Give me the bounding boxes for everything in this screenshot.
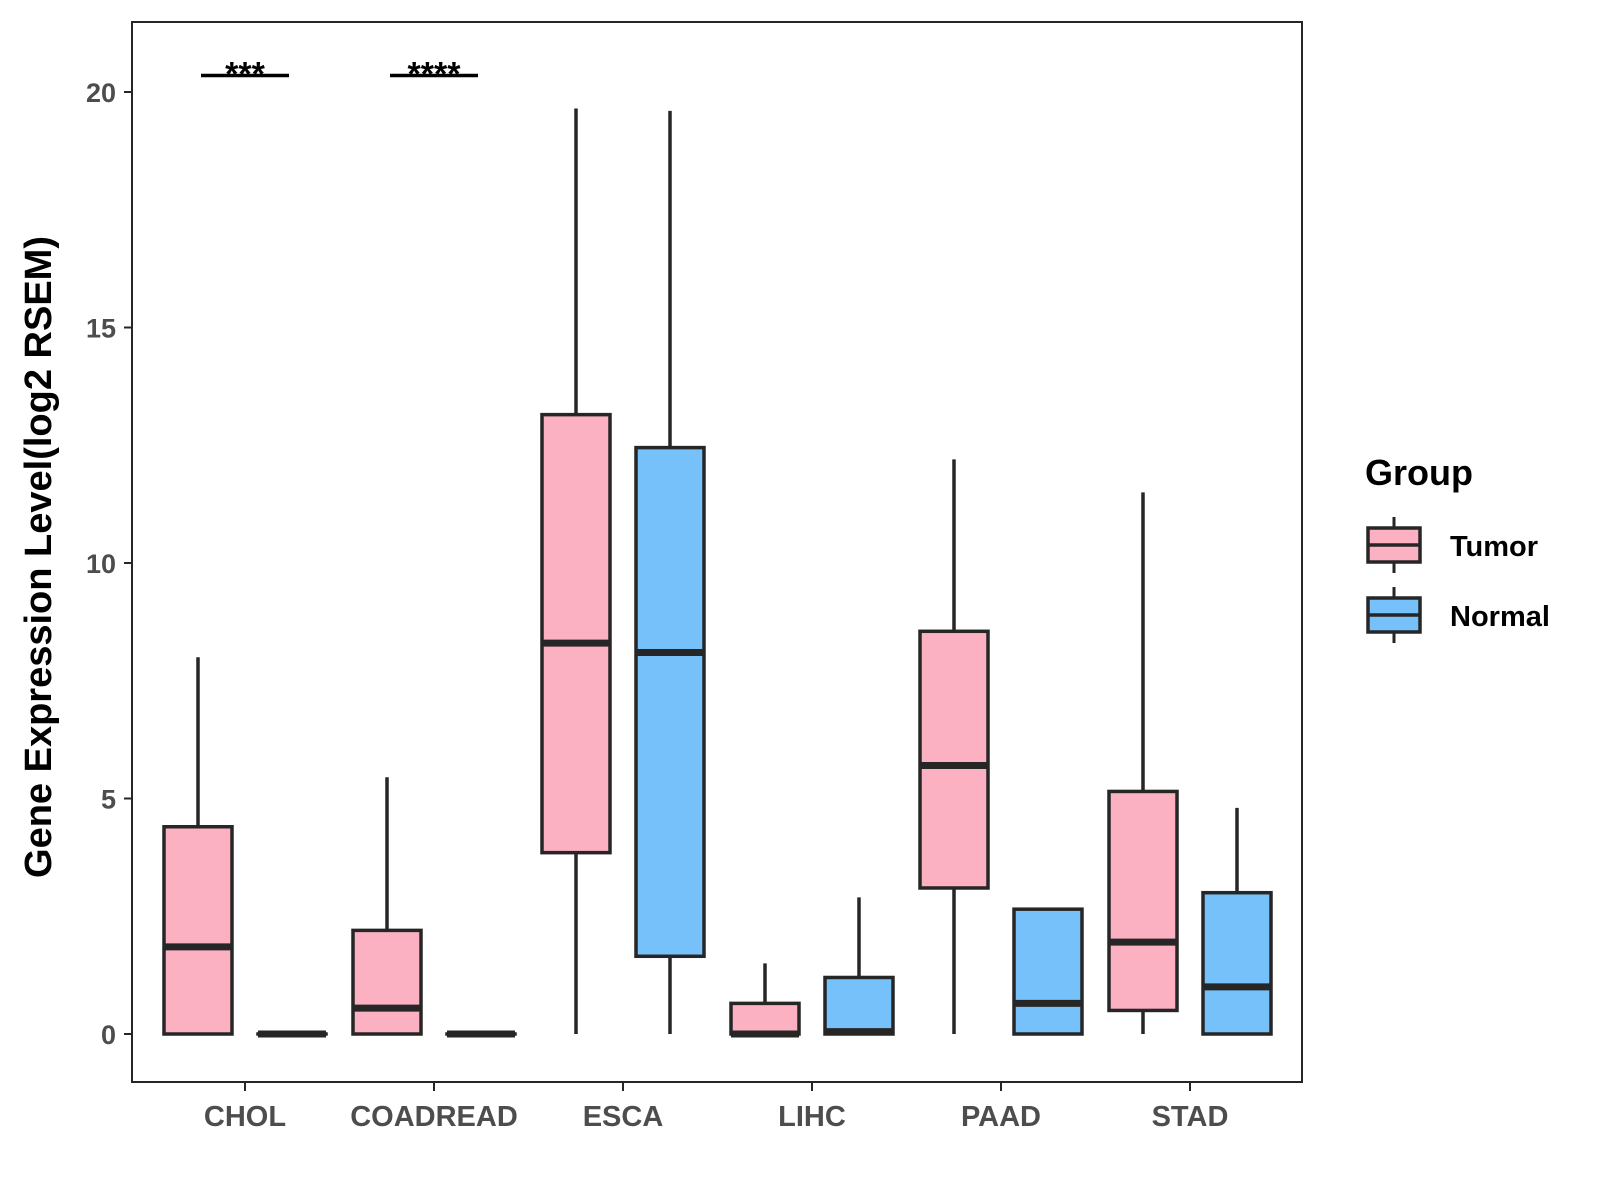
y-tick-label: 15 xyxy=(86,314,116,344)
box-normal-esca xyxy=(634,110,706,1034)
legend-label: Tumor xyxy=(1450,531,1538,563)
box-body xyxy=(918,629,990,890)
x-tick-label: LIHC xyxy=(778,1101,846,1133)
y-tick-label: 0 xyxy=(101,1020,116,1050)
x-tick-label: ESCA xyxy=(583,1101,664,1133)
box-tumor-chol xyxy=(162,657,234,1036)
y-tick-label: 10 xyxy=(86,549,116,579)
x-tick-label: STAD xyxy=(1152,1101,1229,1133)
y-tick-label: 5 xyxy=(101,785,116,815)
significance-coadread: **** xyxy=(390,56,478,94)
box-tumor-stad xyxy=(1107,492,1179,1034)
box-normal-stad xyxy=(1201,807,1273,1036)
box-body xyxy=(823,975,895,1036)
box-tumor-esca xyxy=(540,108,612,1034)
box-body xyxy=(1201,890,1273,1036)
significance-label: *** xyxy=(225,56,265,94)
x-tick-label: CHOL xyxy=(204,1101,286,1133)
box-body xyxy=(540,412,612,855)
box-tumor-paad xyxy=(918,459,990,1034)
box-tumor-coadread xyxy=(351,777,423,1036)
box-body xyxy=(162,825,234,1036)
legend: Group Tumor Normal xyxy=(1365,452,1550,643)
box-normal-lihc xyxy=(823,897,895,1036)
y-axis-title: Gene Expression Level(log2 RSEM) xyxy=(18,236,60,878)
significance-label: **** xyxy=(408,56,462,94)
y-tick-label: 20 xyxy=(86,78,116,108)
box-body xyxy=(351,928,423,1036)
box-tumor-lihc xyxy=(729,963,801,1038)
legend-item-normal: Normal xyxy=(1366,587,1550,643)
panel-border xyxy=(131,21,1303,1083)
box-body xyxy=(1107,789,1179,1013)
legend-label: Normal xyxy=(1450,601,1550,633)
legend-title: Group xyxy=(1365,452,1473,493)
box-body xyxy=(729,1001,801,1036)
box-body xyxy=(634,445,706,959)
legend-item-tumor: Tumor xyxy=(1366,517,1538,573)
box-body xyxy=(1012,907,1084,1036)
x-tick-label: PAAD xyxy=(961,1101,1041,1133)
significance-chol: *** xyxy=(201,56,289,94)
box-normal-paad xyxy=(1012,907,1084,1036)
x-tick-label: COADREAD xyxy=(350,1101,518,1133)
